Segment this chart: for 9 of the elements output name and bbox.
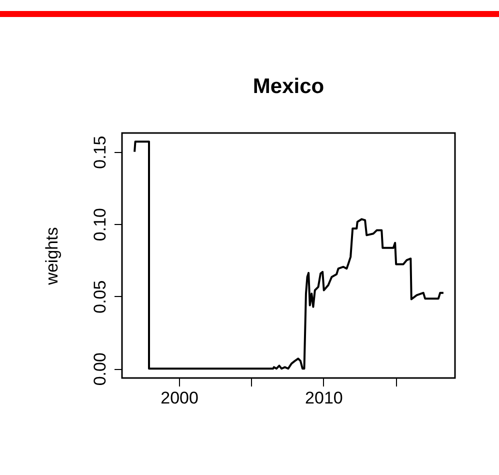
y-tick-label: 0.05 <box>90 280 110 314</box>
y-axis-title: weights <box>42 227 62 286</box>
y-tick-label: 0.15 <box>90 136 110 169</box>
chart-title: Mexico <box>252 75 324 98</box>
line-series <box>134 140 444 370</box>
y-tick-label: 0.10 <box>90 208 110 242</box>
x-tick-label: 2000 <box>160 388 198 408</box>
y-tick-label: 0.00 <box>90 352 110 386</box>
x-tick-label: 2010 <box>305 388 343 408</box>
